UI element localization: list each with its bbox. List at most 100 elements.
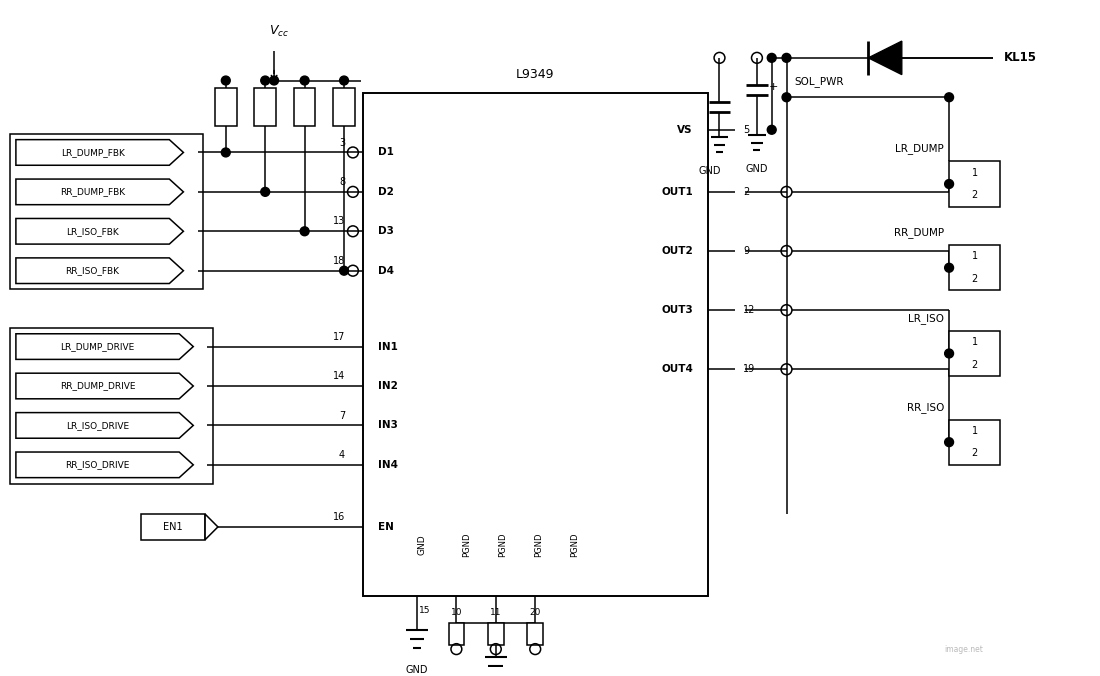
Text: 19: 19 <box>744 364 756 375</box>
Text: 18: 18 <box>333 256 345 266</box>
Text: $V_{cc}$: $V_{cc}$ <box>270 24 289 39</box>
Circle shape <box>768 53 777 62</box>
Bar <box>141 514 205 539</box>
Text: IN2: IN2 <box>377 381 397 391</box>
Text: 2: 2 <box>744 187 749 197</box>
Text: OUT1: OUT1 <box>661 187 693 197</box>
Text: PGND: PGND <box>570 533 579 557</box>
Bar <box>363 93 707 596</box>
Polygon shape <box>15 179 184 205</box>
Text: 11: 11 <box>491 608 502 617</box>
Text: RR_ISO_FBK: RR_ISO_FBK <box>66 266 120 275</box>
Text: 2: 2 <box>971 274 978 284</box>
Text: 10: 10 <box>451 608 462 617</box>
Bar <box>294 89 316 126</box>
Text: LR_ISO: LR_ISO <box>909 313 944 324</box>
Text: 12: 12 <box>744 305 756 315</box>
Bar <box>949 245 1000 291</box>
Polygon shape <box>15 412 194 438</box>
Bar <box>333 89 355 126</box>
Circle shape <box>340 266 349 275</box>
Text: PGND: PGND <box>462 533 471 557</box>
Text: 15: 15 <box>419 606 430 615</box>
Text: 13: 13 <box>333 216 345 226</box>
Text: 7: 7 <box>339 410 345 420</box>
Text: OUT4: OUT4 <box>661 364 693 375</box>
Circle shape <box>300 76 309 85</box>
Text: 2: 2 <box>971 360 978 370</box>
Text: RR_DUMP_DRIVE: RR_DUMP_DRIVE <box>59 381 135 391</box>
Text: 4: 4 <box>339 450 345 460</box>
Text: KL15: KL15 <box>1004 51 1037 64</box>
Text: 17: 17 <box>332 332 345 342</box>
Text: 14: 14 <box>333 371 345 381</box>
Text: IN3: IN3 <box>377 420 397 431</box>
Text: 20: 20 <box>529 608 541 617</box>
Text: L9349: L9349 <box>516 68 554 80</box>
Text: LR_DUMP: LR_DUMP <box>895 143 944 154</box>
Text: 8: 8 <box>339 177 345 187</box>
Text: D1: D1 <box>377 147 394 158</box>
Text: OUT2: OUT2 <box>661 246 693 256</box>
Polygon shape <box>15 258 184 283</box>
Polygon shape <box>205 514 218 539</box>
Circle shape <box>221 148 230 157</box>
Bar <box>527 623 543 645</box>
Circle shape <box>945 349 954 358</box>
Text: 1: 1 <box>971 168 978 178</box>
Text: PGND: PGND <box>498 533 507 557</box>
Text: D4: D4 <box>377 266 394 276</box>
Circle shape <box>945 438 954 447</box>
Text: LR_ISO_FBK: LR_ISO_FBK <box>66 226 119 236</box>
Circle shape <box>221 76 230 85</box>
Text: EN1: EN1 <box>163 522 183 532</box>
Text: RR_DUMP: RR_DUMP <box>894 227 944 238</box>
Polygon shape <box>15 218 184 244</box>
Text: D2: D2 <box>377 187 394 197</box>
Text: RR_ISO: RR_ISO <box>906 402 944 412</box>
Polygon shape <box>15 452 194 478</box>
Text: 5: 5 <box>744 125 749 135</box>
Circle shape <box>945 180 954 189</box>
Text: GND: GND <box>406 665 428 675</box>
Text: LR_DUMP_DRIVE: LR_DUMP_DRIVE <box>60 342 134 351</box>
Bar <box>488 623 504 645</box>
Bar <box>949 420 1000 465</box>
Text: image.net: image.net <box>944 645 983 654</box>
Text: LR_DUMP_FBK: LR_DUMP_FBK <box>60 148 124 157</box>
Text: 2: 2 <box>971 191 978 200</box>
Text: OUT3: OUT3 <box>661 305 693 315</box>
Text: RR_DUMP_FBK: RR_DUMP_FBK <box>60 187 125 196</box>
Circle shape <box>782 53 791 62</box>
Text: EN: EN <box>377 522 394 532</box>
Circle shape <box>945 264 954 272</box>
Circle shape <box>782 93 791 101</box>
Bar <box>449 623 464 645</box>
Polygon shape <box>15 373 194 399</box>
Bar <box>10 328 213 483</box>
Text: GND: GND <box>698 166 720 176</box>
Text: IN1: IN1 <box>377 341 397 352</box>
Polygon shape <box>15 140 184 165</box>
Text: 1: 1 <box>971 251 978 262</box>
Text: +: + <box>769 82 778 93</box>
Circle shape <box>945 93 954 101</box>
Circle shape <box>261 187 270 196</box>
Bar <box>949 331 1000 376</box>
Polygon shape <box>868 41 902 74</box>
Bar <box>10 134 204 289</box>
Text: VS: VS <box>678 125 693 135</box>
Text: GND: GND <box>746 164 768 174</box>
Circle shape <box>270 76 278 85</box>
Circle shape <box>300 227 309 236</box>
Circle shape <box>261 76 270 85</box>
Text: 3: 3 <box>339 138 345 147</box>
Text: SOL_PWR: SOL_PWR <box>794 76 844 87</box>
Circle shape <box>340 76 349 85</box>
Circle shape <box>768 125 777 135</box>
Text: 2: 2 <box>971 448 978 458</box>
Text: GND: GND <box>417 534 427 555</box>
Text: LR_ISO_DRIVE: LR_ISO_DRIVE <box>66 421 129 430</box>
Text: D3: D3 <box>377 226 394 237</box>
Bar <box>214 89 236 126</box>
